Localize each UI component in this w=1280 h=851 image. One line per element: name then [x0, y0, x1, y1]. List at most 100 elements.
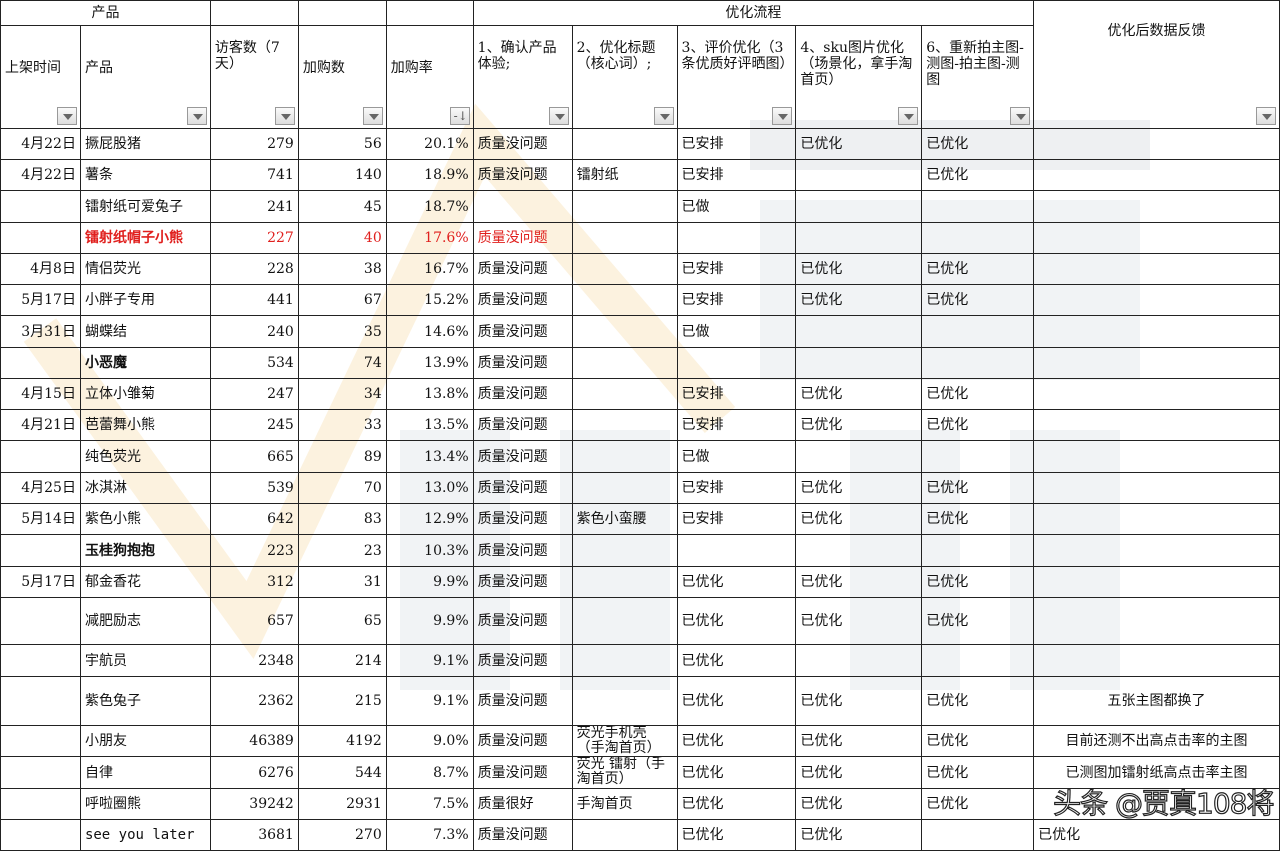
- cell-product[interactable]: 宇航员: [79, 644, 211, 677]
- cell-adds[interactable]: 214: [297, 644, 387, 677]
- cell-visitors[interactable]: 312: [209, 566, 299, 598]
- cell-step1[interactable]: 质量没问题: [472, 253, 573, 285]
- cell-step6[interactable]: [921, 190, 1035, 223]
- cell-feedback[interactable]: [1033, 597, 1280, 645]
- cell-rate[interactable]: 17.6%: [385, 222, 474, 254]
- cell-adds[interactable]: 38: [297, 253, 387, 285]
- cell-visitors[interactable]: 240: [209, 315, 299, 348]
- cell-step3[interactable]: 已优化: [676, 819, 797, 851]
- cell-step1[interactable]: 质量没问题: [472, 503, 573, 535]
- cell-adds[interactable]: 70: [297, 472, 387, 504]
- cell-product[interactable]: 镭射纸帽子小熊: [79, 222, 211, 254]
- cell-step4[interactable]: [795, 315, 923, 348]
- cell-step2[interactable]: [571, 676, 678, 726]
- cell-product[interactable]: 紫色兔子: [79, 676, 211, 726]
- cell-step2[interactable]: 镭射纸: [571, 159, 678, 191]
- cell-product[interactable]: 小朋友: [79, 725, 211, 757]
- cell-date[interactable]: [0, 819, 81, 851]
- filter-dropdown-icon[interactable]: [548, 107, 569, 125]
- cell-step6[interactable]: 已优化: [921, 725, 1035, 757]
- cell-step4[interactable]: 已优化: [795, 566, 923, 598]
- cell-feedback[interactable]: [1033, 644, 1280, 677]
- cell-rate[interactable]: 9.0%: [385, 725, 474, 757]
- column-header-product[interactable]: 产品: [79, 24, 211, 130]
- cell-adds[interactable]: 270: [297, 819, 387, 851]
- cell-step3[interactable]: 已安排: [676, 128, 797, 160]
- cell-product[interactable]: 薯条: [79, 159, 211, 191]
- cell-date[interactable]: 5月17日: [0, 566, 81, 598]
- cell-step1[interactable]: 质量很好: [472, 788, 573, 820]
- filter-dropdown-icon[interactable]: [1256, 107, 1276, 125]
- cell-step6[interactable]: [921, 819, 1035, 851]
- cell-step1[interactable]: 质量没问题: [472, 676, 573, 726]
- cell-step3[interactable]: 已安排: [676, 378, 797, 410]
- cell-adds[interactable]: 31: [297, 566, 387, 598]
- cell-visitors[interactable]: 223: [209, 534, 299, 567]
- cell-step1[interactable]: 质量没问题: [472, 222, 573, 254]
- cell-step6[interactable]: 已优化: [921, 788, 1035, 820]
- cell-step1[interactable]: 质量没问题: [472, 409, 573, 441]
- cell-rate[interactable]: 13.0%: [385, 472, 474, 504]
- cell-rate[interactable]: 16.7%: [385, 253, 474, 285]
- cell-step2[interactable]: [571, 534, 678, 567]
- cell-product[interactable]: 撅屁股猪: [79, 128, 211, 160]
- cell-step6[interactable]: 已优化: [921, 756, 1035, 789]
- cell-feedback[interactable]: [1033, 315, 1280, 348]
- cell-adds[interactable]: 40: [297, 222, 387, 254]
- cell-feedback[interactable]: [1033, 284, 1280, 316]
- cell-rate[interactable]: 7.5%: [385, 788, 474, 820]
- cell-step6[interactable]: 已优化: [921, 159, 1035, 191]
- cell-product[interactable]: 玉桂狗抱抱: [79, 534, 211, 567]
- cell-rate[interactable]: 13.4%: [385, 440, 474, 473]
- cell-visitors[interactable]: 228: [209, 253, 299, 285]
- cell-step4[interactable]: 已优化: [795, 503, 923, 535]
- cell-visitors[interactable]: 279: [209, 128, 299, 160]
- cell-step4[interactable]: 已优化: [795, 597, 923, 645]
- cell-product[interactable]: 自律: [79, 756, 211, 789]
- cell-step3[interactable]: 已做: [676, 440, 797, 473]
- cell-step4[interactable]: 已优化: [795, 472, 923, 504]
- cell-date[interactable]: 4月8日: [0, 253, 81, 285]
- cell-step1[interactable]: 质量没问题: [472, 315, 573, 348]
- cell-step1[interactable]: 质量没问题: [472, 756, 573, 789]
- cell-step2[interactable]: [571, 378, 678, 410]
- cell-adds[interactable]: 544: [297, 756, 387, 789]
- cell-visitors[interactable]: 657: [209, 597, 299, 645]
- column-header-feedback[interactable]: 优化后数据反馈: [1033, 0, 1280, 129]
- cell-date[interactable]: [0, 534, 81, 567]
- cell-feedback[interactable]: [1033, 128, 1280, 160]
- cell-step1[interactable]: 质量没问题: [472, 472, 573, 504]
- cell-step3[interactable]: 已优化: [676, 725, 797, 757]
- cell-adds[interactable]: 65: [297, 597, 387, 645]
- cell-step3[interactable]: 已优化: [676, 597, 797, 645]
- cell-step4[interactable]: 已优化: [795, 756, 923, 789]
- cell-adds[interactable]: 35: [297, 315, 387, 348]
- cell-feedback[interactable]: [1033, 409, 1280, 441]
- cell-step2[interactable]: [571, 253, 678, 285]
- cell-step6[interactable]: [921, 534, 1035, 567]
- cell-step2[interactable]: 荧光手机壳（手淘首页）: [571, 725, 678, 757]
- cell-visitors[interactable]: 39242: [209, 788, 299, 820]
- cell-step2[interactable]: [571, 284, 678, 316]
- cell-step4[interactable]: 已优化: [795, 253, 923, 285]
- cell-date[interactable]: 4月21日: [0, 409, 81, 441]
- cell-step6[interactable]: 已优化: [921, 409, 1035, 441]
- cell-date[interactable]: [0, 644, 81, 677]
- cell-step3[interactable]: 已安排: [676, 159, 797, 191]
- cell-adds[interactable]: 215: [297, 676, 387, 726]
- cell-date[interactable]: [0, 788, 81, 820]
- cell-step6[interactable]: 已优化: [921, 378, 1035, 410]
- cell-step2[interactable]: 荧光 镭射（手淘首页）: [571, 756, 678, 789]
- cell-step4[interactable]: 已优化: [795, 378, 923, 410]
- cell-step1[interactable]: 质量没问题: [472, 159, 573, 191]
- cell-rate[interactable]: 13.5%: [385, 409, 474, 441]
- cell-step3[interactable]: 已优化: [676, 566, 797, 598]
- cell-visitors[interactable]: 227: [209, 222, 299, 254]
- cell-step1[interactable]: 质量没问题: [472, 725, 573, 757]
- cell-step4[interactable]: 已优化: [795, 676, 923, 726]
- cell-step3[interactable]: [676, 347, 797, 379]
- cell-feedback[interactable]: [1033, 222, 1280, 254]
- cell-step4[interactable]: [795, 190, 923, 223]
- cell-rate[interactable]: 9.9%: [385, 597, 474, 645]
- cell-step3[interactable]: 已做: [676, 190, 797, 223]
